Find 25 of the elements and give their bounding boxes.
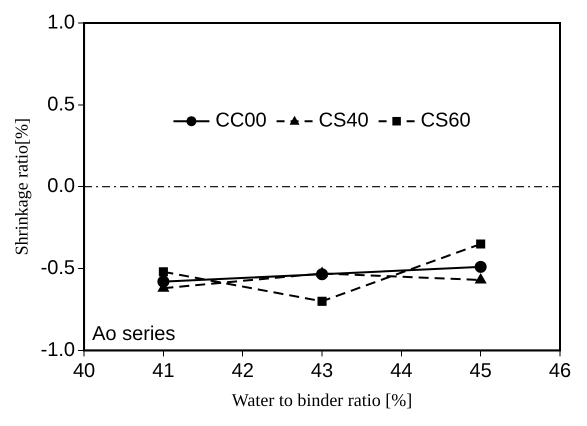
x-tick-label: 43 xyxy=(310,360,334,382)
x-axis-title: Water to binder ratio [%] xyxy=(232,390,412,410)
y-tick-label: 0.5 xyxy=(47,93,76,116)
y-tick-label: 0.0 xyxy=(47,175,76,198)
x-tick-label: 46 xyxy=(548,360,572,382)
legend-label: CC00 xyxy=(215,110,267,132)
y-tick-label: -0.5 xyxy=(40,257,76,280)
y-axis-title: Shrinkage ratio[%] xyxy=(12,118,32,256)
x-tick-label: 41 xyxy=(152,360,175,382)
point xyxy=(158,267,168,276)
point xyxy=(476,239,486,249)
x-tick-label: 45 xyxy=(470,360,492,382)
point xyxy=(157,276,170,288)
y-tick-label: 1.0 xyxy=(47,12,76,34)
x-tick-label: 42 xyxy=(232,360,254,382)
point xyxy=(317,296,327,306)
point xyxy=(316,268,328,280)
legend-label: CS40 xyxy=(318,110,369,132)
legend-label: CS60 xyxy=(420,110,471,132)
y-tick-label: -1.0 xyxy=(40,338,76,361)
annotation: Ao series xyxy=(92,322,176,345)
point xyxy=(475,274,486,284)
point xyxy=(474,260,487,273)
x-tick-label: 40 xyxy=(72,360,96,382)
x-tick-label: 44 xyxy=(390,360,412,382)
